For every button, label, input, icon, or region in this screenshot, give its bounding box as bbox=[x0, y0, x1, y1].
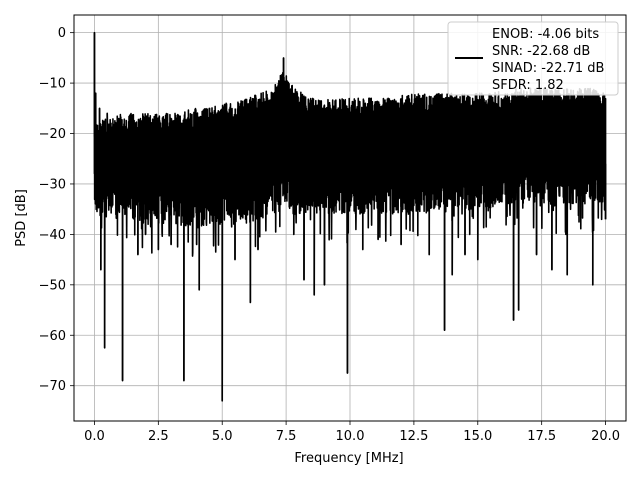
y-tick-label: −30 bbox=[39, 177, 66, 192]
x-tick-label: 2.5 bbox=[148, 429, 169, 444]
y-tick-label: −70 bbox=[39, 379, 66, 394]
legend-enob: ENOB: -4.06 bits bbox=[492, 27, 599, 42]
y-axis-ticks: 0 −10 −20 −30 −40 −50 −60 −70 bbox=[39, 26, 74, 394]
x-tick-label: 5.0 bbox=[212, 429, 233, 444]
x-tick-label: 7.5 bbox=[276, 429, 297, 444]
x-tick-label: 12.5 bbox=[399, 429, 428, 444]
y-axis-label: PSD [dB] bbox=[14, 189, 29, 247]
y-tick-label: −60 bbox=[39, 329, 66, 344]
psd-trace bbox=[93, 31, 607, 402]
x-tick-label: 15.0 bbox=[463, 429, 492, 444]
legend: ENOB: -4.06 bits SNR: -22.68 dB SINAD: -… bbox=[447, 21, 619, 96]
y-tick-label: −10 bbox=[39, 77, 66, 92]
psd-series bbox=[93, 31, 607, 402]
legend-sinad: SINAD: -22.71 dB bbox=[492, 61, 604, 76]
x-tick-label: 10.0 bbox=[336, 429, 365, 444]
x-axis-ticks: 0.0 2.5 5.0 7.5 10.0 12.5 15.0 17.5 20.0 bbox=[84, 421, 620, 444]
x-axis-label: Frequency [MHz] bbox=[294, 451, 403, 466]
x-tick-label: 20.0 bbox=[591, 429, 620, 444]
y-tick-label: 0 bbox=[58, 26, 66, 41]
plot-area bbox=[93, 31, 607, 402]
legend-box bbox=[447, 21, 619, 96]
legend-snr: SNR: -22.68 dB bbox=[492, 44, 590, 59]
legend-sfdr: SFDR: 1.82 bbox=[492, 78, 564, 93]
x-tick-label: 17.5 bbox=[527, 429, 556, 444]
y-tick-label: −50 bbox=[39, 278, 66, 293]
x-tick-label: 0.0 bbox=[84, 429, 105, 444]
y-tick-label: −40 bbox=[39, 228, 66, 243]
y-tick-label: −20 bbox=[39, 127, 66, 142]
